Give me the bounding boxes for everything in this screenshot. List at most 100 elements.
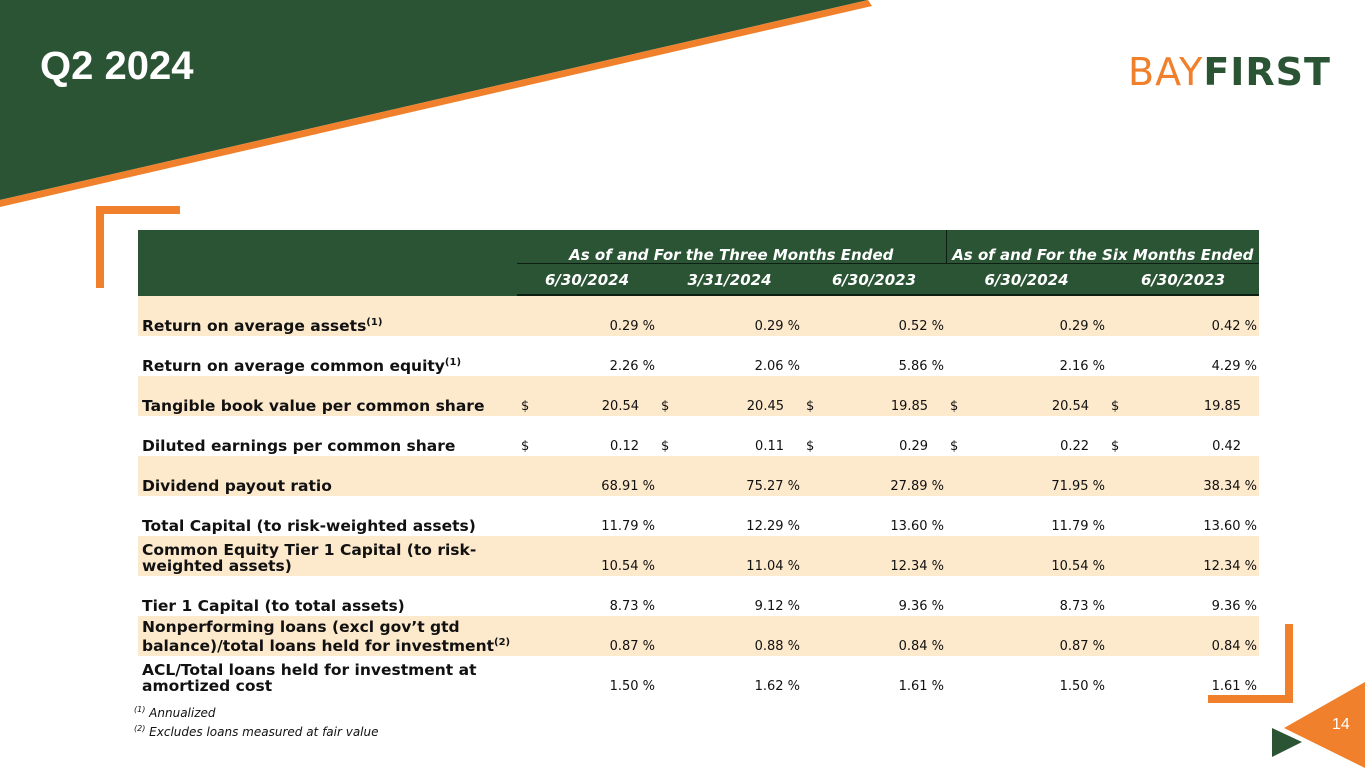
value-cell: 5.86 % [802,336,946,376]
metric-value: 1.62 % [754,679,800,694]
metric-value: 1.50 % [1059,679,1106,694]
table-row: Dividend payout ratio 68.91 % 75.27 % 27.89… [138,456,1260,496]
metric-label-text: Common Equity Tier 1 Capital (to risk-we… [142,541,477,575]
value-cell: $19.85 [802,376,947,416]
metric-label: Dividend payout ratio [138,456,517,496]
header-orange-stripe [0,0,872,207]
bottom-right-bracket [1208,624,1293,703]
metric-value: 0.29 % [754,319,800,334]
value-cell: 1.61 % [1107,656,1259,696]
metric-label: ACL/Total loans held for investment at a… [138,656,517,696]
metric-value: 0.12 [610,439,639,454]
dollar-sign: $ [521,439,530,454]
value-cell: 11.79 % [946,496,1107,536]
metric-value: 13.60 % [890,519,945,534]
metric-value: 5.86 % [898,359,945,374]
financial-metrics-table: As of and For the Three Months Ended As … [138,230,1260,696]
metric-value: 20.54 [1051,399,1090,414]
footnote-text: Excludes loans measured at fair value [149,725,379,739]
metric-label: Return on average common equity(1) [138,336,517,376]
value-cell: $0.11 [657,416,802,456]
table-row: Nonperforming loans (excl gov’t gtd bala… [138,616,1260,656]
value-cell: 2.16 % [946,336,1107,376]
value-cell: 0.29 % [517,296,657,336]
table-row: Total Capital (to risk-weighted assets) 1… [138,496,1259,536]
metric-value: 10.54 % [1051,559,1106,574]
value-cell: 12.34 % [1107,536,1260,576]
dollar-sign: $ [661,439,670,454]
value-cell: 11.79 % [517,496,657,536]
value-cell: 9.12 % [657,576,802,616]
value-cell: 11.04 % [657,536,802,576]
footnote-mark: (2) [134,724,146,733]
metric-value: 4.29 % [1211,359,1258,374]
metric-value: 1.61 % [1211,679,1258,694]
metric-value: 9.36 % [898,599,945,614]
logo-first: FIRST [1203,50,1331,94]
value-cell: 8.73 % [517,576,657,616]
value-cell: 2.06 % [657,336,802,376]
value-cell: 1.50 % [946,656,1107,696]
table-row: Tier 1 Capital (to total assets) 8.73 % 9.… [138,576,1259,616]
metric-value: 12.29 % [746,519,800,534]
metric-value: 27.89 % [890,479,945,494]
value-cell: $20.54 [946,376,1108,416]
metric-value: 8.73 % [1059,599,1106,614]
value-cell: 12.34 % [802,536,947,576]
value-cell: 0.88 % [657,616,802,656]
date-header: 6/30/2024 [946,264,1108,296]
metric-value: 10.54 % [601,559,655,574]
metric-value: 11.79 % [1051,519,1106,534]
metric-value: 9.12 % [754,599,800,614]
metric-value: 8.73 % [609,599,655,614]
value-cell: 27.89 % [802,456,947,496]
metric-label: Return on average assets(1) [138,296,517,336]
dollar-sign: $ [950,399,959,414]
metric-value: 71.95 % [1051,479,1106,494]
value-cell: $20.54 [517,376,657,416]
play-arrow-icon [1272,728,1302,757]
dollar-sign: $ [806,439,815,454]
value-cell: 0.29 % [657,296,802,336]
value-cell: 8.73 % [946,576,1107,616]
metric-value: 0.87 % [609,639,655,654]
metric-value: 19.85 [890,399,929,414]
metric-label: Diluted earnings per common share [138,416,517,456]
footnote-text: Annualized [149,706,216,720]
metric-label-text: Diluted earnings per common share [142,437,456,455]
date-header-row: 6/30/2024 3/31/2024 6/30/2023 6/30/2024 … [138,264,1260,296]
metric-value: 20.45 [746,399,784,414]
dollar-sign: $ [806,399,815,414]
metric-label: Nonperforming loans (excl gov’t gtd bala… [138,616,517,656]
value-cell: 10.54 % [946,536,1108,576]
value-cell: $0.22 [946,416,1107,456]
dollar-sign: $ [661,399,670,414]
metric-value: 0.29 % [609,319,655,334]
value-cell: 75.27 % [657,456,802,496]
metric-label-text: Return on average common equity [142,357,445,375]
metric-label: Tangible book value per common share [138,376,517,416]
value-cell: 1.62 % [657,656,802,696]
metric-value: 0.29 [899,439,929,454]
metric-label-text: ACL/Total loans held for investment at a… [142,661,477,695]
value-cell: 10.54 % [517,536,657,576]
metric-value: 0.22 [1060,439,1090,454]
table-row: Return on average common equity(1) 2.26 %… [138,336,1259,376]
value-cell: 0.84 % [1107,616,1260,656]
logo-bay: BAY [1128,50,1204,94]
metric-value: 38.34 % [1203,479,1258,494]
dollar-sign: $ [521,399,530,414]
table-row: Diluted earnings per common share $0.12 $0… [138,416,1259,456]
header-blank-2 [138,264,517,296]
value-cell: 68.91 % [517,456,657,496]
table-row: Tangible book value per common share $20.… [138,376,1260,416]
table-row: ACL/Total loans held for investment at a… [138,656,1259,696]
slide-title: Q2 2024 [40,44,194,88]
value-cell: 0.87 % [946,616,1108,656]
metric-value: 0.52 % [898,319,945,334]
footnote: (1) Annualized [134,702,379,721]
footnote-ref: (2) [494,636,511,648]
group-header-row: As of and For the Three Months Ended As … [138,230,1260,264]
table-row: Common Equity Tier 1 Capital (to risk-we… [138,536,1260,576]
metric-value: 11.04 % [746,559,800,574]
